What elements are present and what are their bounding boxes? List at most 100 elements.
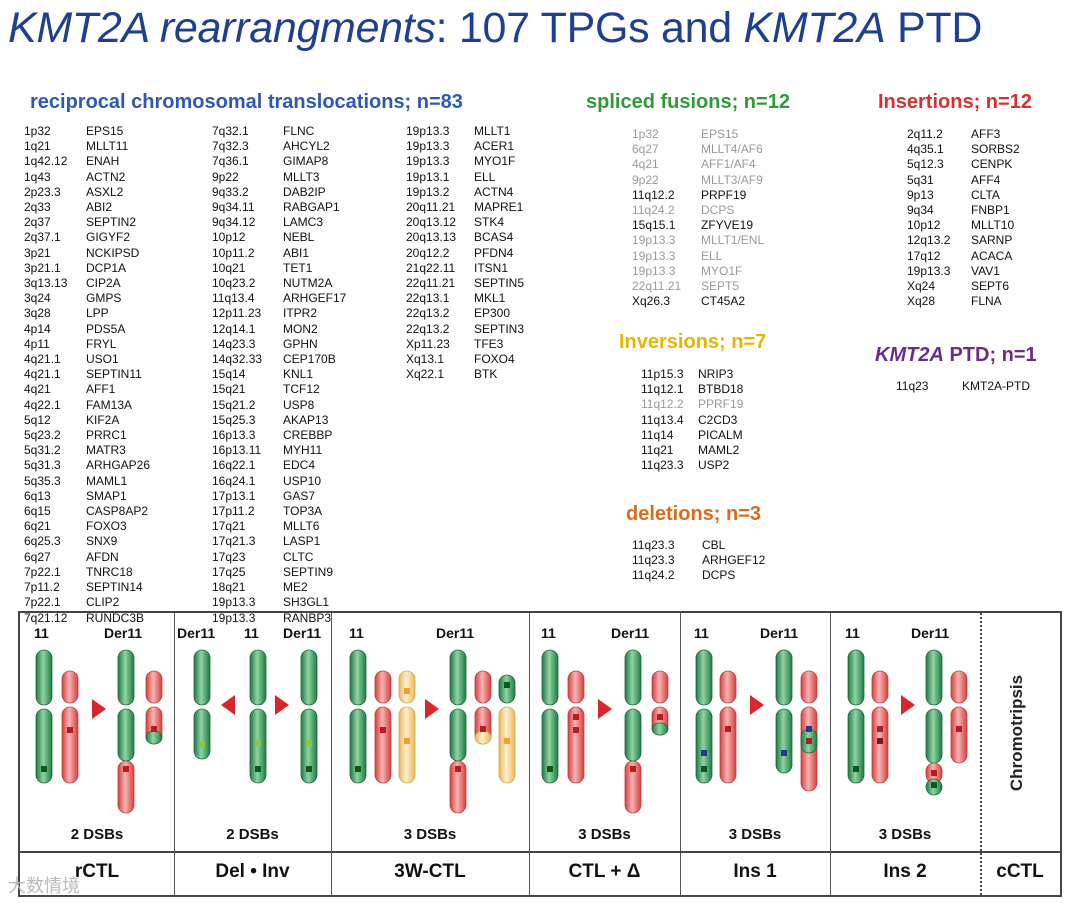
partner-gene: ITPR2 xyxy=(283,306,318,321)
partner-gene: EP300 xyxy=(474,306,511,321)
chromosome-band xyxy=(853,766,859,772)
gene-row: 10p12 NEBL xyxy=(212,230,346,245)
chromosome-arm xyxy=(651,670,669,704)
cytoband: Xq28 xyxy=(907,294,936,309)
partner-gene: AFF3 xyxy=(971,127,1001,141)
chromosome-band xyxy=(630,766,636,772)
gene-row: 17p11.2 TOP3A xyxy=(212,504,346,519)
chromosome-band xyxy=(931,782,937,788)
gene-row: 11q23 KMT2A-PTD xyxy=(896,379,1030,394)
partner-gene: MKL1 xyxy=(474,291,506,306)
cytoband: Xq26.3 xyxy=(632,294,671,309)
chromosome-arm xyxy=(117,760,135,814)
cytoband: 17q21 xyxy=(212,519,246,534)
cytoband: 1q43 xyxy=(24,169,51,184)
chromosome-arm xyxy=(398,670,416,704)
chromosome-arm xyxy=(695,708,713,784)
partner-gene: BTBD18 xyxy=(698,382,744,397)
cytoband: 5q23.2 xyxy=(24,428,61,443)
gene-row: 2q37.1 GIGYF2 xyxy=(24,230,150,245)
cytoband: 4q21.1 xyxy=(24,367,61,382)
cytoband: 19p13.3 xyxy=(212,595,256,610)
cytoband: 6q13 xyxy=(24,488,51,503)
gene-row: 22q11.21 SEPT5 xyxy=(632,279,764,294)
page-title: KMT2A rearrangments: 107 TPGs and KMT2A … xyxy=(8,4,1078,52)
ptd-heading-count: PTD; n=1 xyxy=(943,344,1037,366)
partner-gene: AHCYL2 xyxy=(283,139,330,154)
chromosome-arm xyxy=(719,706,737,784)
partner-gene: AFF4 xyxy=(971,172,1001,187)
insertions-list: 2q11.2 AFF3 4q35.1 SORBS2 5q12.3 CENPK 5q31 AFF… xyxy=(907,127,1020,309)
chromosome-arm xyxy=(349,649,367,706)
cytoband: 20q13.13 xyxy=(406,230,457,245)
partner-gene: LAMC3 xyxy=(283,215,324,230)
gene-row: 9p13 CLTA xyxy=(907,188,1020,203)
partner-gene: EDC4 xyxy=(283,458,316,473)
cytoband: 3p21 xyxy=(24,245,51,260)
cytoband: 19p13.3 xyxy=(212,610,256,625)
partner-gene: SARNP xyxy=(971,233,1013,248)
partner-gene: MLLT3 xyxy=(283,169,320,184)
chromosome-band xyxy=(404,738,410,744)
partner-gene: ACTN4 xyxy=(474,184,514,199)
cytoband: 3q24 xyxy=(24,291,51,306)
gene-row: 1p32 EPS15 xyxy=(24,124,150,139)
cytoband: 7q36.1 xyxy=(212,154,249,169)
cytoband: 11q12.2 xyxy=(632,187,675,202)
arrow-icon xyxy=(901,695,915,715)
cytoband: 2p23.3 xyxy=(24,184,61,199)
chromosome-arm xyxy=(61,706,79,784)
cytoband: 11q23 xyxy=(896,379,929,393)
chromosome-band xyxy=(480,726,486,732)
partner-gene: KMT2A-PTD xyxy=(962,379,1031,393)
cytoband: 7p22.1 xyxy=(24,564,61,579)
partner-gene: PRPF19 xyxy=(701,187,747,202)
gene-row: Xq22.1 BTK xyxy=(406,367,524,382)
cytoband: 6q21 xyxy=(24,519,51,534)
cytoband: 11q12.1 xyxy=(641,382,684,397)
gene-row: 5q23.2 PRRC1 xyxy=(24,428,150,443)
cytoband: 9q34.11 xyxy=(212,200,255,215)
partner-gene: AFDN xyxy=(86,549,119,564)
partner-gene: SORBS2 xyxy=(971,142,1020,157)
chromosome-arm xyxy=(193,708,211,760)
gene-row: 17q21 MLLT6 xyxy=(212,519,346,534)
cytoband: 18q21 xyxy=(212,580,246,595)
partner-gene: ACACA xyxy=(971,248,1013,263)
chromosome-arm xyxy=(145,670,163,704)
dsb-label: 2 DSBs xyxy=(70,826,124,843)
partner-gene: BCAS4 xyxy=(474,230,514,245)
chromosome-band xyxy=(199,742,205,748)
cytoband: 7q32.1 xyxy=(212,124,249,138)
gene-row: 11q21 MAML2 xyxy=(641,443,743,458)
cytoband: 6q27 xyxy=(632,142,659,157)
dsb-label: 3 DSBs xyxy=(578,826,631,843)
chr-label: 11 xyxy=(541,625,556,641)
partner-gene: SEPTIN2 xyxy=(86,215,137,230)
gene-row: 20q12.2 PFDN4 xyxy=(406,246,524,261)
chromosome-arm xyxy=(925,708,943,764)
cytoband: 11q24.2 xyxy=(632,568,675,583)
gene-row: 11q14 PICALM xyxy=(641,428,743,443)
gene-row: 17q12 ACACA xyxy=(907,249,1020,264)
partner-gene: SEPTIN14 xyxy=(86,580,143,595)
partner-gene: STK4 xyxy=(474,215,505,230)
partner-gene: MLLT3/AF9 xyxy=(701,172,763,187)
gene-row: 20q13.13 BCAS4 xyxy=(406,230,524,245)
partner-gene: FAM13A xyxy=(86,397,133,412)
partner-gene: MYO1F xyxy=(474,154,516,169)
partner-gene: ELL xyxy=(701,248,723,263)
partner-gene: VAV1 xyxy=(971,263,1000,278)
cytoband: 11q23.3 xyxy=(632,538,675,552)
gene-row: 6q27 MLLT4/AF6 xyxy=(632,142,764,157)
gene-row: 9p22 MLLT3/AF9 xyxy=(632,173,764,188)
cytoband: 19p13.3 xyxy=(907,263,951,278)
cytoband: 9p22 xyxy=(212,169,239,184)
partner-gene: USP10 xyxy=(283,473,322,488)
cytoband: 20q11.21 xyxy=(406,200,456,215)
chromosome-arm xyxy=(249,649,267,706)
cytoband: 3p21.1 xyxy=(24,260,61,275)
chr-label: 11 xyxy=(34,625,49,641)
cytoband: 12q14.1 xyxy=(212,321,256,336)
partner-gene: PDS5A xyxy=(86,321,126,336)
